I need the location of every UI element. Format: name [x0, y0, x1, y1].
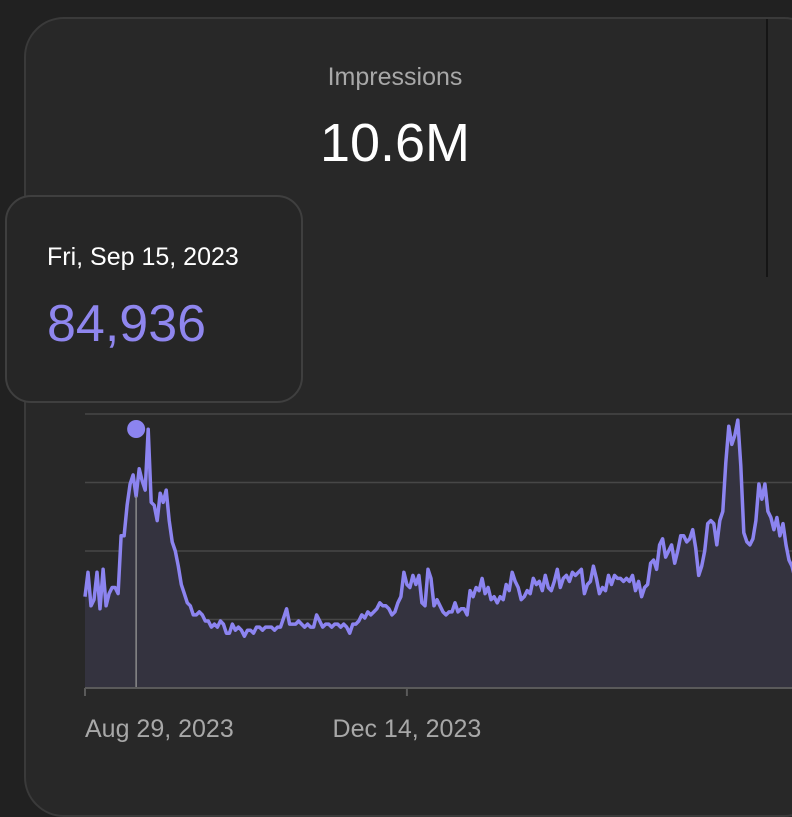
- x-tick-label: Aug 29, 2023: [85, 715, 234, 743]
- hover-point: [127, 420, 146, 438]
- card-divider: [766, 19, 768, 277]
- series-line: [83, 418, 792, 638]
- chart-tooltip: Fri, Sep 15, 2023 84,936: [5, 195, 303, 403]
- x-axis-ticks: Aug 29, 2023 Dec 14, 2023: [84, 688, 482, 743]
- metric-value: 10.6M: [319, 113, 471, 173]
- metric-label: Impressions: [327, 63, 463, 91]
- x-tick-label: Dec 14, 2023: [333, 715, 482, 743]
- series-area: [85, 420, 792, 688]
- impressions-chart[interactable]: Aug 29, 2023 Dec 14, 2023: [0, 0, 792, 782]
- tooltip-date: Fri, Sep 15, 2023: [47, 243, 239, 271]
- tooltip-value: 84,936: [47, 295, 207, 353]
